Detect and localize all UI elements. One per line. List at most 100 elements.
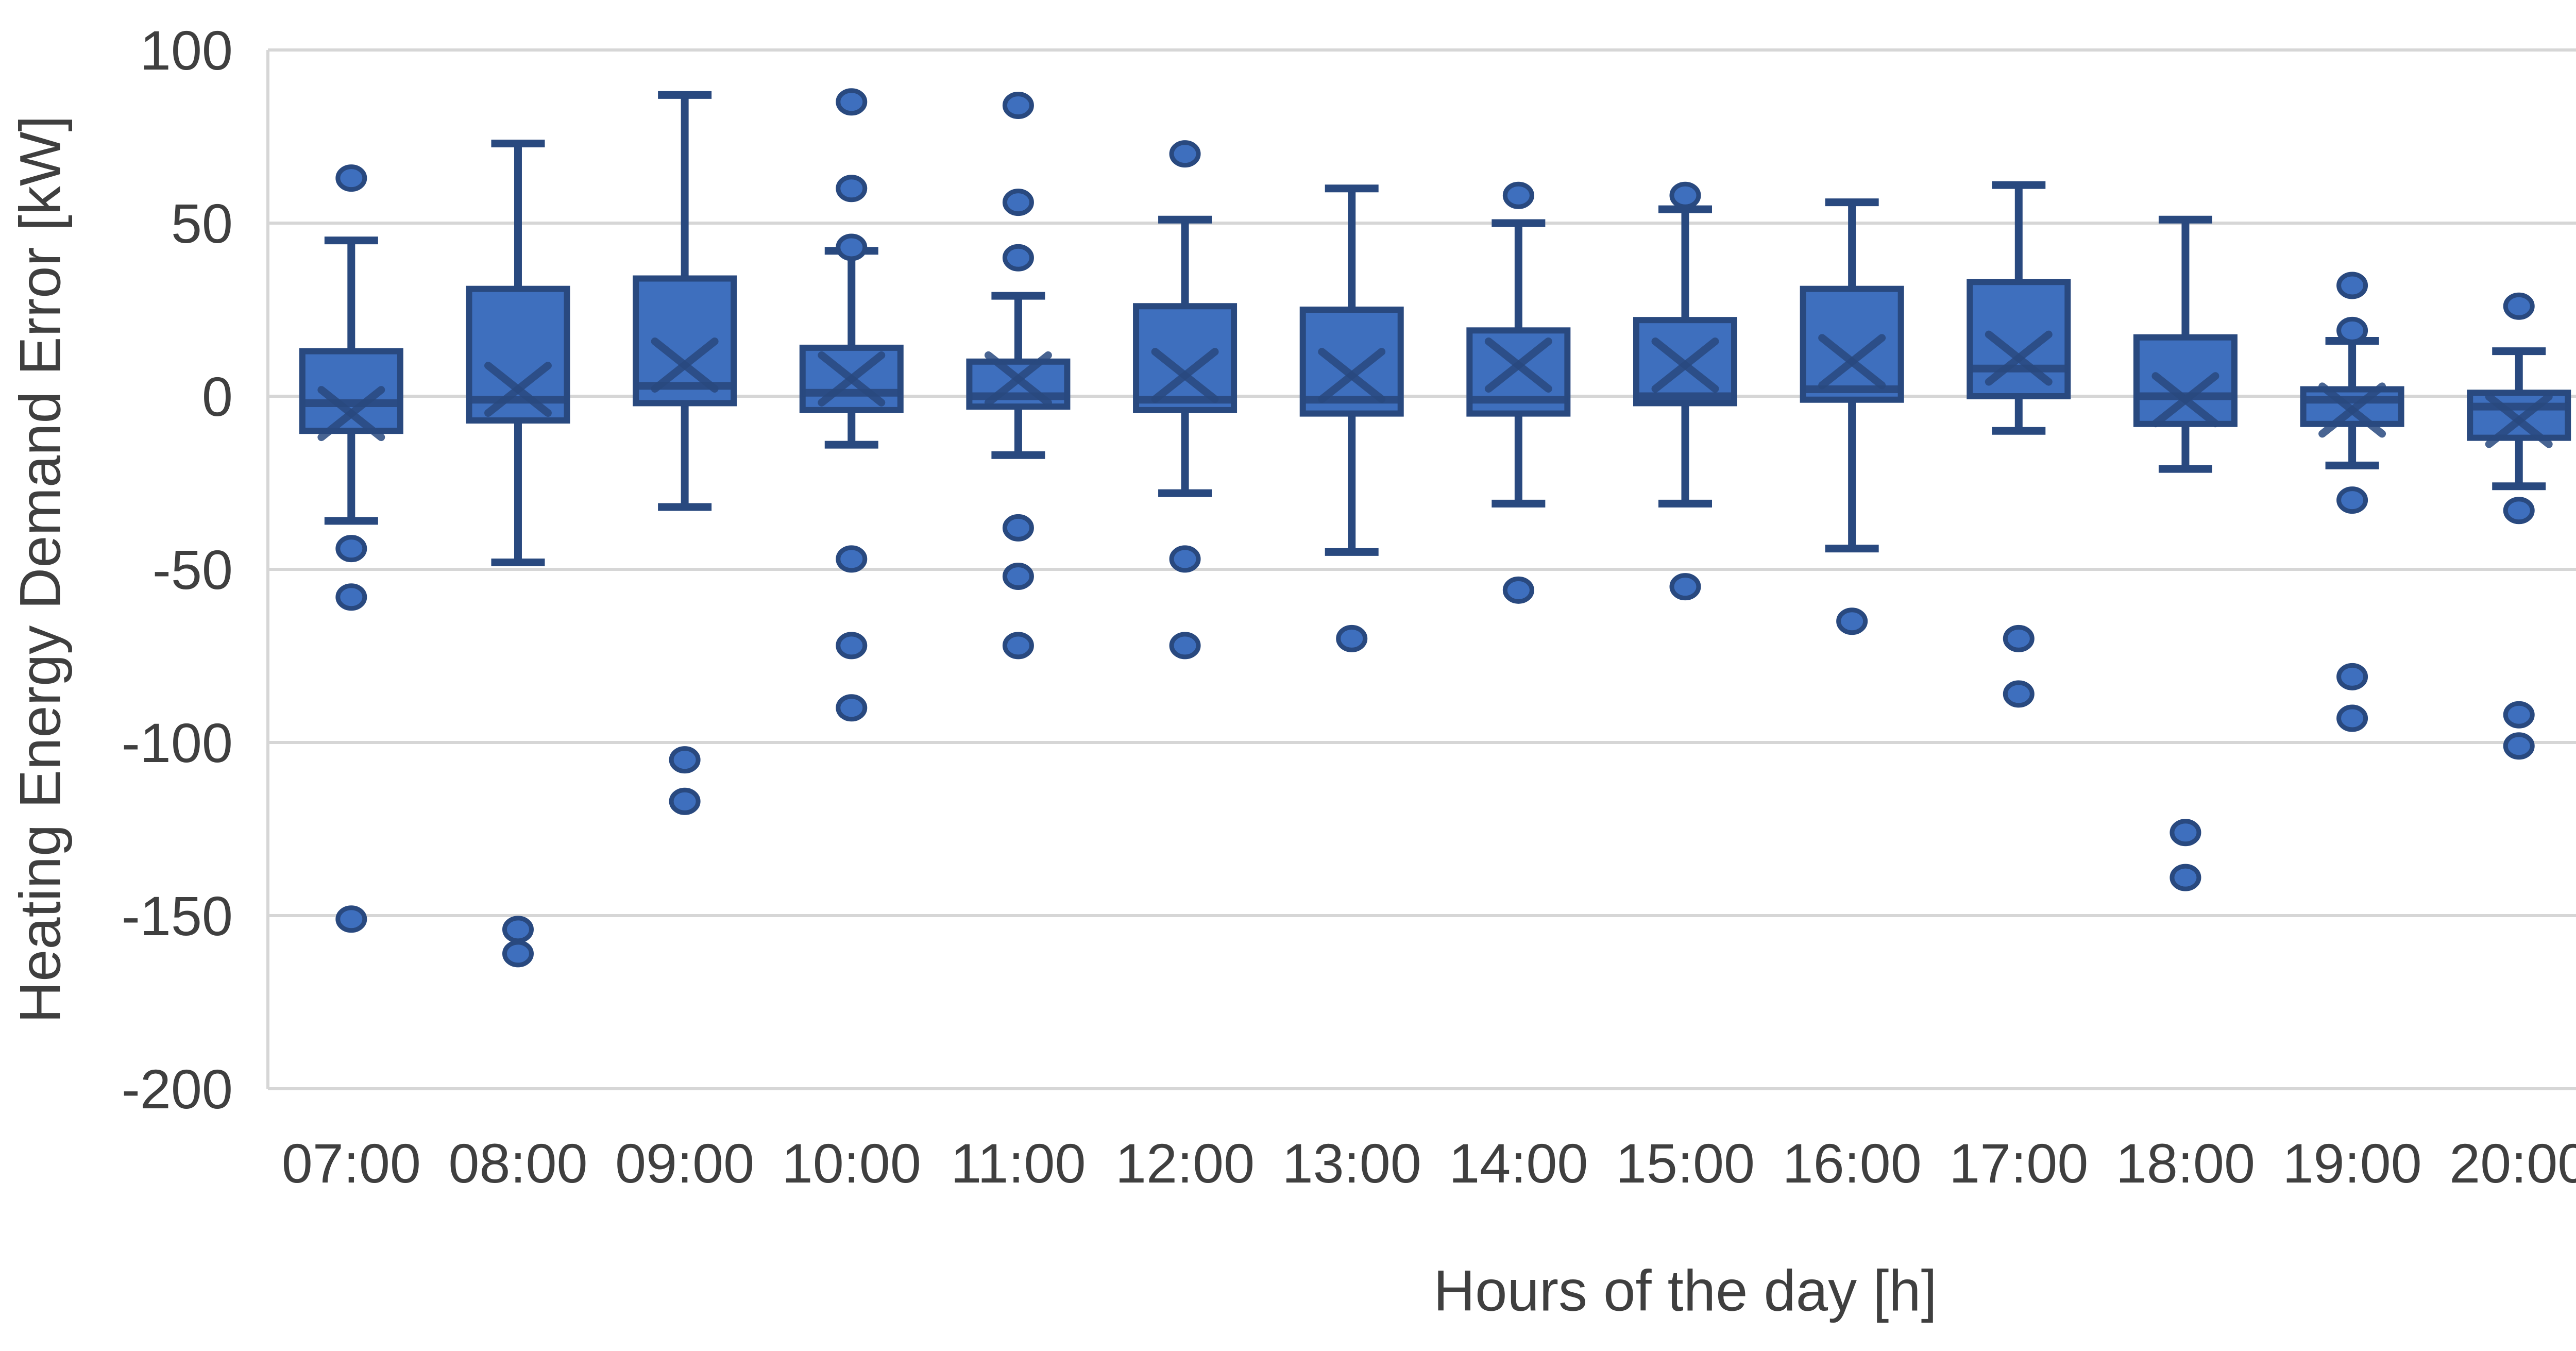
outlier-point xyxy=(2503,732,2535,760)
outlier-point xyxy=(2336,663,2368,690)
outlier-point xyxy=(2503,292,2535,320)
y-tick-label: 0 xyxy=(202,365,233,428)
box-group-20:00 xyxy=(2467,292,2571,760)
x-tick-label: 17:00 xyxy=(1949,1132,2088,1194)
box-group-15:00 xyxy=(1633,181,1737,601)
box-group-07:00 xyxy=(299,164,403,933)
outlier-point xyxy=(1002,562,1034,590)
outlier-point xyxy=(2003,680,2035,708)
mean-marker xyxy=(2485,393,2553,448)
outlier-point xyxy=(1669,181,1701,209)
outlier-point xyxy=(502,940,534,968)
x-axis-title: Hours of the day [h] xyxy=(1433,1258,1937,1323)
x-tick-label: 08:00 xyxy=(448,1132,587,1194)
y-tick-label: 50 xyxy=(171,192,233,255)
y-tick-label: -200 xyxy=(122,1058,233,1120)
outlier-point xyxy=(335,535,367,563)
mean-marker xyxy=(2318,382,2386,438)
mean-marker xyxy=(651,337,719,393)
mean-marker xyxy=(1318,348,1386,403)
outlier-point xyxy=(502,916,534,943)
outlier-point xyxy=(335,164,367,192)
mean-marker xyxy=(1151,348,1219,403)
outlier-point xyxy=(1336,624,1368,652)
outlier-point xyxy=(669,746,701,774)
mean-marker xyxy=(1985,330,2053,386)
x-tick-label: 15:00 xyxy=(1616,1132,1755,1194)
x-tick-label: 09:00 xyxy=(615,1132,754,1194)
mean-marker xyxy=(484,362,552,417)
mean-marker xyxy=(984,351,1052,407)
iqr-box xyxy=(299,348,403,434)
box-group-19:00 xyxy=(2300,272,2404,732)
outlier-point xyxy=(2170,864,2201,891)
x-tick-label: 14:00 xyxy=(1449,1132,1588,1194)
outlier-point xyxy=(1169,632,1201,660)
mean-marker xyxy=(1484,337,1552,393)
outlier-point xyxy=(669,787,701,815)
outlier-point xyxy=(1669,573,1701,601)
outlier-point xyxy=(1002,514,1034,542)
iqr-box xyxy=(1800,285,1904,403)
outlier-point xyxy=(335,583,367,611)
outlier-point xyxy=(836,632,868,660)
outlier-point xyxy=(1169,140,1201,168)
box-group-16:00 xyxy=(1800,198,1904,635)
outlier-point xyxy=(1169,545,1201,573)
outlier-point xyxy=(2503,497,2535,525)
box-group-09:00 xyxy=(633,91,737,815)
y-tick-label: -100 xyxy=(122,712,233,774)
outlier-point xyxy=(1502,576,1534,604)
outlier-point xyxy=(836,233,868,261)
x-tick-label: 16:00 xyxy=(1783,1132,1922,1194)
outlier-point xyxy=(2336,272,2368,299)
outlier-point xyxy=(1002,632,1034,660)
x-tick-label: 18:00 xyxy=(2116,1132,2255,1194)
mean-marker xyxy=(1651,337,1719,393)
mean-marker xyxy=(1818,334,1886,390)
mean-marker xyxy=(2151,372,2219,428)
y-tick-label: -50 xyxy=(152,538,233,601)
x-tick-label: 10:00 xyxy=(782,1132,921,1194)
y-tick-label: 100 xyxy=(140,19,233,81)
box-group-08:00 xyxy=(466,139,570,968)
y-tick-label: -150 xyxy=(122,885,233,947)
outlier-point xyxy=(1502,181,1534,209)
outlier-point xyxy=(836,545,868,573)
outlier-point xyxy=(1836,607,1868,635)
outlier-point xyxy=(2170,819,2201,847)
outlier-point xyxy=(836,175,868,202)
iqr-box xyxy=(1133,303,1238,413)
box-group-12:00 xyxy=(1133,140,1238,660)
x-tick-label: 07:00 xyxy=(282,1132,421,1194)
box-group-13:00 xyxy=(1299,184,1404,652)
outlier-point xyxy=(335,905,367,933)
outlier-point xyxy=(1002,189,1034,216)
outlier-point xyxy=(836,694,868,722)
outlier-point xyxy=(2336,486,2368,514)
box-group-14:00 xyxy=(1466,181,1571,604)
iqr-box xyxy=(2133,334,2238,427)
x-tick-label: 11:00 xyxy=(951,1132,1086,1194)
outlier-point xyxy=(2336,704,2368,732)
mean-marker xyxy=(317,386,385,442)
box-group-11:00 xyxy=(966,92,1071,660)
mean-marker xyxy=(818,351,886,407)
outlier-point xyxy=(1002,244,1034,272)
iqr-box xyxy=(2467,390,2571,441)
box-group-17:00 xyxy=(1967,181,2071,708)
outlier-point xyxy=(2503,701,2535,729)
box-group-18:00 xyxy=(2133,215,2238,891)
outlier-point xyxy=(2336,316,2368,344)
outlier-point xyxy=(836,88,868,116)
box-group-10:00 xyxy=(799,88,904,722)
x-tick-label: 12:00 xyxy=(1115,1132,1255,1194)
x-tick-label: 19:00 xyxy=(2282,1132,2421,1194)
outlier-point xyxy=(1002,92,1034,120)
iqr-box xyxy=(1967,279,2071,399)
x-tick-label: 20:00 xyxy=(2449,1132,2576,1194)
outlier-point xyxy=(2003,624,2035,652)
x-tick-label: 13:00 xyxy=(1282,1132,1421,1194)
